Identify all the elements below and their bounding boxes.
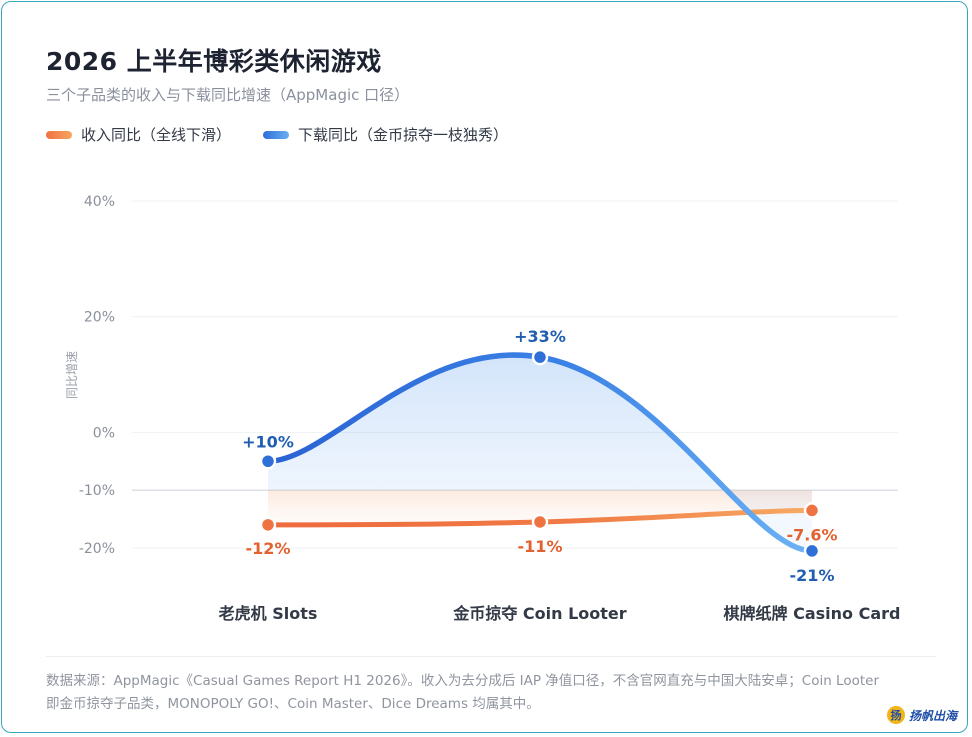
- chart-title: 2026 上半年博彩类休闲游戏: [46, 47, 382, 76]
- revenue-point: [803, 502, 821, 519]
- series-points: [259, 348, 821, 560]
- y-tick-label: 40%: [84, 194, 115, 210]
- downloads-data-label: +33%: [514, 327, 566, 346]
- data-labels: +10% +33% -21% -12% -11% -7.6%: [242, 327, 837, 585]
- footnote-divider: [46, 656, 936, 657]
- revenue-point: [531, 513, 549, 531]
- footnote-line-2: 即金币掠夺子品类，MONOPOLY GO!、Coin Master、Dice D…: [46, 696, 540, 712]
- y-axis-ticks: 40% 20% 0% -10% -20%: [79, 194, 115, 557]
- downloads-area: [268, 355, 812, 551]
- chart-legend: 收入同比（全线下滑） 下载同比（金币掠夺一枝独秀）: [46, 124, 508, 145]
- downloads-data-label: -21%: [790, 566, 835, 585]
- x-tick-label: 棋牌纸牌 Casino Card: [724, 604, 901, 623]
- x-axis-ticks: 老虎机 Slots 金币掠夺 Coin Looter 棋牌纸牌 Casino Car…: [218, 604, 901, 623]
- brand-name: 扬帆出海: [908, 708, 957, 723]
- x-tick-label: 金币掠夺 Coin Looter: [452, 604, 626, 623]
- revenue-data-label: -11%: [518, 537, 563, 556]
- revenue-data-label: -12%: [246, 539, 291, 558]
- downloads-data-label: +10%: [242, 432, 294, 451]
- legend-label-revenue: 收入同比（全线下滑）: [81, 126, 232, 144]
- y-tick-label: -20%: [79, 541, 115, 557]
- legend-item-revenue: 收入同比（全线下滑）: [46, 124, 231, 145]
- y-tick-label: -10%: [79, 483, 115, 499]
- downloads-point: [531, 348, 549, 366]
- legend-swatch-revenue: [46, 130, 72, 139]
- downloads-point: [803, 542, 821, 560]
- line-chart: 40% 20% 0% -10% -20% 同比增速 +10% +33% -21% -12% -1…: [65, 194, 901, 623]
- legend-swatch-downloads: [263, 130, 290, 139]
- x-tick-label: 老虎机 Slots: [218, 604, 318, 623]
- y-tick-label: 0%: [93, 425, 115, 441]
- y-tick-label: 20%: [84, 310, 115, 326]
- y-axis-label: 同比增速: [65, 351, 79, 399]
- downloads-point: [259, 453, 277, 470]
- footnote-line-1: 数据来源：AppMagic《Casual Games Report H1 202…: [46, 673, 880, 689]
- revenue-data-label: -7.6%: [786, 525, 837, 544]
- chart-subtitle: 三个子品类的收入与下载同比增速（AppMagic 口径）: [46, 86, 410, 104]
- brand-mark-icon: 扬: [886, 706, 905, 724]
- brand-logo: 扬 扬帆出海: [886, 706, 957, 724]
- footnote: 数据来源：AppMagic《Casual Games Report H1 202…: [46, 670, 936, 716]
- legend-label-downloads: 下载同比（金币掠夺一枝独秀）: [298, 126, 509, 144]
- revenue-point: [259, 516, 277, 534]
- legend-item-downloads: 下载同比（金币掠夺一枝独秀）: [263, 124, 508, 145]
